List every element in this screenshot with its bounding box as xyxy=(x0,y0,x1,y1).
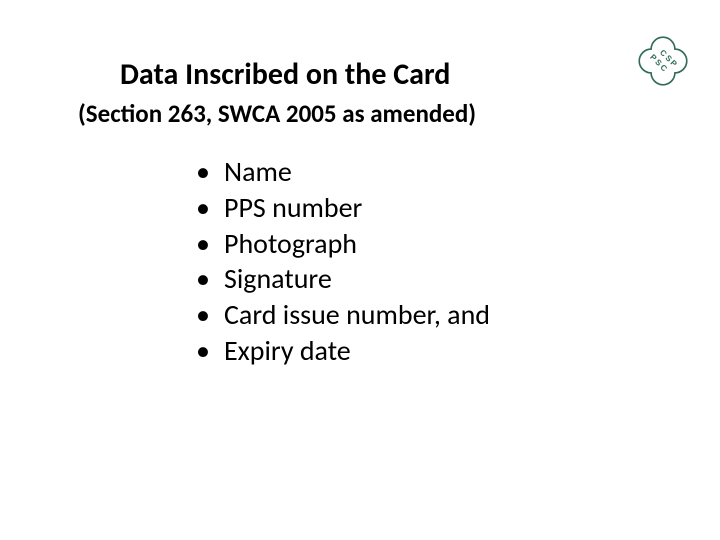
list-item: Card issue number, and xyxy=(190,297,490,333)
list-item: Name xyxy=(190,154,490,190)
slide: C S P P S C Data Inscribed on the Card (… xyxy=(0,0,720,540)
slide-title: Data Inscribed on the Card xyxy=(120,56,450,93)
list-item: Expiry date xyxy=(190,333,490,369)
bullet-list: Name PPS number Photograph Signature Car… xyxy=(190,154,490,369)
slide-subtitle: (Section 263, SWCA 2005 as amended) xyxy=(78,98,476,129)
slide-body: Name PPS number Photograph Signature Car… xyxy=(190,154,490,369)
csp-psc-logo-icon: C S P P S C xyxy=(636,34,690,88)
list-item: PPS number xyxy=(190,190,490,226)
list-item: Signature xyxy=(190,261,490,297)
list-item: Photograph xyxy=(190,226,490,262)
